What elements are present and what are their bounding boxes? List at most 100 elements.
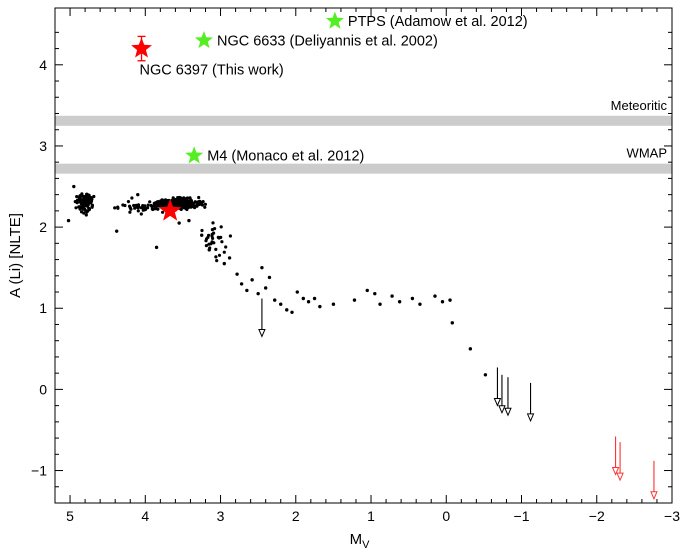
data-point (182, 206, 186, 210)
x-tick-label: 4 (141, 508, 149, 524)
data-point (222, 261, 226, 266)
y-axis-label: A (Li) [NLTE] (7, 213, 24, 298)
data-point (156, 200, 160, 204)
data-point (227, 256, 232, 260)
data-point (207, 233, 211, 237)
data-point (217, 236, 221, 240)
data-point (159, 199, 163, 203)
data-point (146, 203, 150, 207)
data-point (187, 218, 191, 223)
highlight-points: NGC 6397 (This work) NGC 6633 (Deliyannis… (131, 11, 528, 221)
data-point (163, 203, 167, 207)
data-point (82, 211, 86, 215)
upper-limit-arrows (258, 298, 658, 501)
data-point (197, 195, 201, 200)
data-point (214, 255, 218, 259)
data-point (179, 207, 183, 211)
data-point (433, 294, 437, 298)
data-point (154, 245, 159, 250)
data-point (279, 302, 283, 306)
upper-limit-head (504, 407, 512, 417)
y-tick-label: 3 (39, 138, 47, 154)
data-point (72, 184, 76, 189)
data-point (80, 192, 84, 196)
data-point (211, 236, 215, 240)
data-point (410, 296, 415, 301)
data-point (373, 291, 377, 296)
data-point (318, 304, 322, 309)
data-point (85, 209, 89, 213)
data-point (66, 218, 71, 223)
x-tick-label: 5 (66, 508, 74, 524)
data-point (82, 204, 86, 208)
x-tick-label: 3 (217, 508, 225, 524)
data-point (203, 205, 207, 209)
data-point (123, 203, 127, 208)
upper-limit-head (650, 491, 658, 501)
data-point (418, 302, 422, 306)
data-point (136, 205, 140, 209)
scatter-points (66, 184, 488, 377)
data-point (295, 290, 299, 294)
x-tick-label: 1 (367, 508, 375, 524)
data-point (133, 206, 137, 210)
data-point (181, 203, 185, 207)
x-tick-label: −3 (664, 508, 680, 524)
data-point (204, 244, 208, 248)
data-point (75, 195, 79, 199)
data-point (239, 282, 244, 286)
data-point (136, 203, 141, 207)
data-point (80, 200, 85, 204)
data-point (331, 302, 336, 306)
data-point (149, 203, 153, 208)
data-point (187, 205, 191, 209)
data-point (224, 245, 228, 249)
data-point (161, 210, 165, 214)
data-point (130, 196, 134, 200)
data-point (219, 225, 223, 229)
data-point (352, 298, 357, 302)
data-point (263, 286, 268, 290)
data-point (174, 199, 178, 203)
y-tick-label: 2 (39, 219, 47, 235)
data-point (85, 192, 89, 196)
data-point (152, 204, 156, 208)
upper-limit-head (616, 472, 624, 482)
data-point (210, 228, 214, 232)
reference-bands: Meteoritic WMAP (55, 98, 672, 174)
x-tick-label: 2 (292, 508, 300, 524)
x-tick-label: −2 (589, 508, 605, 524)
data-point (92, 194, 96, 199)
data-point (186, 199, 190, 203)
highlight-star-marker (185, 146, 204, 164)
x-tick-label: −1 (514, 508, 530, 524)
data-point (200, 233, 204, 237)
data-point (365, 288, 369, 293)
upper-limit-head (258, 329, 266, 338)
axes: 5 4 3 2 1 0 −1 −2 −3 −1 0 1 2 3 4 MV A (Li) [NLTE] (7, 7, 680, 551)
data-point (290, 310, 294, 315)
data-point (113, 206, 117, 210)
reference-band (55, 115, 672, 126)
data-point (440, 300, 445, 304)
data-point (228, 234, 232, 238)
data-point (175, 203, 180, 207)
data-point (115, 229, 119, 233)
data-point (155, 204, 159, 208)
data-point (77, 196, 81, 200)
x-tick-label: 0 (442, 508, 450, 524)
data-point (75, 198, 79, 202)
data-point (468, 347, 473, 351)
data-point (148, 200, 152, 204)
data-point (90, 205, 94, 209)
highlight-label: M4 (Monaco et al. 2012) (207, 149, 364, 165)
data-point (84, 213, 88, 217)
data-point (200, 202, 204, 206)
data-point (83, 207, 87, 211)
data-point (217, 253, 222, 257)
plot-frame (54, 7, 673, 504)
reference-band (55, 163, 672, 174)
data-point (256, 291, 260, 296)
data-point (85, 201, 89, 205)
data-point (210, 234, 214, 238)
